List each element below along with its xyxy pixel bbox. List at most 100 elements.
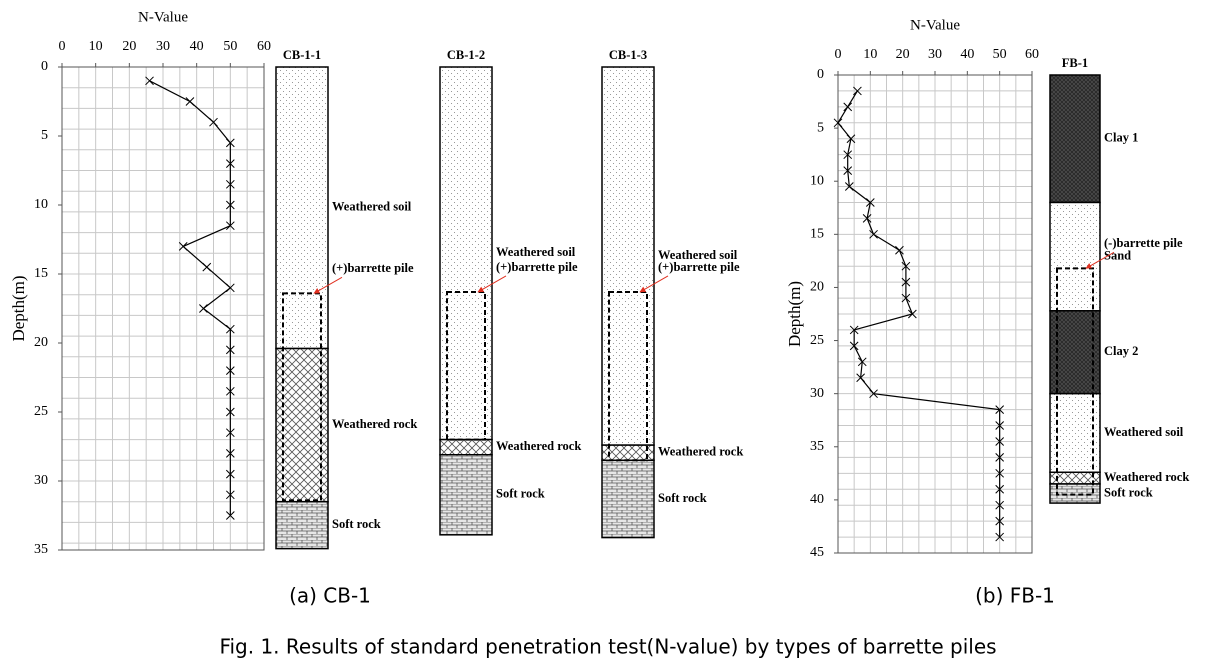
data-marker xyxy=(995,453,1005,462)
log-name: FB-1 xyxy=(1062,56,1088,70)
pile-label: (+)barrette pile xyxy=(658,260,740,274)
data-marker xyxy=(846,134,856,144)
soil-layer xyxy=(439,454,493,536)
soil-layer xyxy=(439,438,493,456)
data-marker xyxy=(901,277,911,287)
data-marker xyxy=(225,407,235,417)
data-marker xyxy=(844,182,854,191)
x-axis-title: N-Value xyxy=(910,17,960,33)
data-marker xyxy=(857,357,867,367)
caption: Fig. 1. Results of standard penetration … xyxy=(219,635,996,659)
data-marker xyxy=(225,490,235,500)
layer-label: Soft rock xyxy=(1104,485,1153,499)
data-marker xyxy=(995,484,1005,494)
pile-arrow xyxy=(639,275,669,293)
data-marker xyxy=(225,179,235,189)
data-marker xyxy=(843,102,853,112)
data-marker xyxy=(199,304,208,313)
y-tick-label: 10 xyxy=(810,173,824,188)
data-marker xyxy=(895,245,904,255)
data-marker xyxy=(225,469,235,479)
subplot-label: (b) FB-1 xyxy=(975,584,1055,608)
data-marker xyxy=(995,421,1005,430)
layer-label: Weathered soil xyxy=(332,200,412,214)
data-marker xyxy=(995,532,1005,542)
data-marker xyxy=(869,229,878,239)
x-tick-label: 20 xyxy=(122,39,136,54)
x-axis-title: N-Value xyxy=(138,9,188,25)
data-marker xyxy=(833,118,843,128)
x-tick-label: 40 xyxy=(190,39,204,54)
data-marker xyxy=(202,262,212,272)
data-marker xyxy=(225,449,235,458)
pile-label: (+)barrette pile xyxy=(332,261,414,275)
layer-label: Weathered soil xyxy=(1104,425,1184,439)
y-tick-label: 35 xyxy=(34,542,48,557)
y-axis-title: Depth(m) xyxy=(785,281,804,347)
layer-label: Clay 1 xyxy=(1104,131,1138,145)
pile xyxy=(282,292,322,502)
x-tick-label: 0 xyxy=(835,47,842,62)
pile-label: (-)barrette pile xyxy=(1104,236,1183,250)
data-marker xyxy=(225,428,235,438)
soil-layer xyxy=(275,500,329,550)
data-marker xyxy=(843,150,853,160)
data-marker xyxy=(849,341,859,351)
y-tick-label: 40 xyxy=(810,492,824,507)
x-tick-label: 40 xyxy=(960,47,974,62)
y-tick-label: 45 xyxy=(810,545,824,560)
data-marker xyxy=(901,293,911,303)
pile xyxy=(446,290,486,441)
y-tick-label: 10 xyxy=(34,197,48,212)
data-marker xyxy=(225,221,235,231)
layer-label: Weathered rock xyxy=(1104,470,1189,484)
data-marker xyxy=(225,511,235,520)
pile-arrow xyxy=(1085,251,1115,269)
subplot-label: (a) CB-1 xyxy=(289,584,371,608)
data-marker xyxy=(225,345,235,355)
data-marker xyxy=(901,261,911,271)
data-marker xyxy=(995,516,1005,526)
soil-layer xyxy=(601,66,655,446)
log-name: CB-1-3 xyxy=(609,48,647,62)
pile-arrow xyxy=(477,275,507,293)
soil-layer xyxy=(1049,483,1101,504)
y-tick-label: 25 xyxy=(810,333,824,348)
y-tick-label: 0 xyxy=(817,67,824,82)
x-tick-label: 50 xyxy=(223,39,237,54)
x-tick-label: 60 xyxy=(257,39,271,54)
y-tick-label: 30 xyxy=(34,473,48,488)
data-marker xyxy=(225,366,235,375)
layer-label: Soft rock xyxy=(332,517,381,531)
pile xyxy=(608,290,648,462)
data-marker xyxy=(995,405,1005,414)
data-marker xyxy=(995,500,1005,510)
data-marker xyxy=(995,468,1005,478)
data-line xyxy=(149,80,232,516)
pile-label: (+)barrette pile xyxy=(496,260,578,274)
x-tick-label: 20 xyxy=(896,47,910,62)
data-marker xyxy=(865,198,875,207)
layer-label: Clay 2 xyxy=(1104,344,1138,358)
data-marker xyxy=(145,76,154,86)
y-tick-label: 15 xyxy=(810,227,824,242)
y-tick-label: 0 xyxy=(41,59,48,74)
layer-label: Weathered rock xyxy=(658,445,743,459)
pile xyxy=(1056,267,1094,496)
data-marker xyxy=(225,324,235,334)
y-tick-label: 15 xyxy=(34,266,48,281)
x-tick-label: 30 xyxy=(928,47,942,62)
layer-label: Weathered rock xyxy=(332,417,417,431)
soil-layer xyxy=(275,347,329,503)
data-marker xyxy=(225,138,235,148)
layer-label: Soft rock xyxy=(496,487,545,501)
pile-arrow xyxy=(313,276,343,294)
x-tick-label: 10 xyxy=(89,39,103,54)
x-tick-label: 10 xyxy=(863,47,877,62)
y-tick-label: 25 xyxy=(34,404,48,419)
layer-label: Weathered rock xyxy=(496,439,581,453)
y-tick-label: 35 xyxy=(810,439,824,454)
x-tick-label: 0 xyxy=(59,39,66,54)
log-name: CB-1-1 xyxy=(283,48,321,62)
